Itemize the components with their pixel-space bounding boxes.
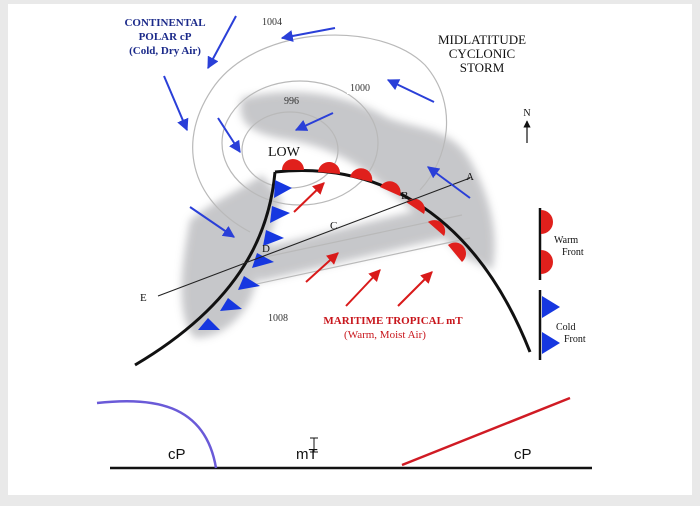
wind-arrow [345, 269, 381, 307]
cross-section-mt: mT [296, 446, 318, 463]
wind-arrow [386, 79, 435, 103]
warm-front-semicircle [318, 161, 341, 174]
wind-arrow [189, 206, 235, 238]
legend-warm-label-line1: Warm [554, 235, 578, 246]
wind-arrow [163, 75, 189, 132]
wind-arrow [207, 15, 237, 70]
legend-cold-front: Cold Front [538, 290, 586, 360]
wind-arrow [217, 117, 241, 154]
warm-front-semicircle [380, 181, 401, 196]
wind-arrow [397, 271, 433, 307]
point-b-label: B [401, 190, 408, 202]
legend-warm-front-semicircle [541, 250, 553, 274]
north-arrow: N [523, 108, 531, 143]
cold-front-triangle [198, 318, 220, 330]
isobar-label-1008: 1008 [268, 313, 288, 324]
text-cursor-icon [310, 437, 318, 453]
wind-arrows-cold [163, 15, 471, 238]
legend-cold-label-line2: Front [564, 334, 586, 345]
wind-arrow [427, 166, 471, 199]
cloud-band [181, 91, 495, 338]
legend-cold-front-triangle [542, 296, 560, 318]
cold-front-triangle [263, 230, 284, 246]
warm-front-semicircle [448, 242, 466, 262]
cold-front-triangle [220, 298, 242, 311]
isobar-label-1000: 1000 [350, 83, 370, 94]
cross-section-profile: cP mT cP [96, 396, 592, 470]
warm-front-semicircle [406, 198, 425, 214]
cold-front-triangle [270, 206, 290, 223]
cross-section-cp-left: cP [168, 446, 186, 463]
cp-label-line3: (Cold, Dry Air) [129, 45, 201, 57]
warm-front-semicircle [282, 159, 304, 170]
cold-front-line [134, 171, 277, 367]
isobar-1008-b [237, 237, 471, 289]
cold-front-triangle [274, 180, 292, 198]
warm-front-symbols [282, 159, 466, 262]
mt-label-line1: MARITIME TROPICAL mT [323, 315, 463, 327]
cross-section-cold-front [96, 399, 218, 469]
point-a-label: A [466, 171, 474, 183]
isobar-1008-a [241, 214, 463, 263]
title-line3: STORM [460, 60, 505, 75]
legend-warm-front: Warm Front [538, 208, 584, 280]
wind-arrow [294, 112, 334, 131]
cold-front-triangle [252, 253, 274, 268]
legend-cold-front-triangle [542, 332, 560, 354]
legend-warm-front-semicircle [541, 210, 553, 234]
legend-warm-label-line2: Front [562, 247, 584, 258]
cp-label-line1: CONTINENTAL [124, 17, 205, 29]
point-e-label: E [140, 292, 147, 304]
isobar-label-1004: 1004 [262, 17, 282, 28]
point-c-label: C [330, 220, 337, 232]
cross-section-warm-front [401, 396, 571, 467]
wind-arrows-warm [293, 182, 433, 307]
cp-label-line2: POLAR cP [139, 31, 192, 43]
point-d-label: D [262, 243, 270, 255]
cross-section-cp-right: cP [514, 446, 532, 463]
wind-arrow [293, 182, 325, 213]
isobar-1004 [192, 34, 448, 233]
warm-front-semicircle [428, 220, 446, 236]
warm-front-semicircle [350, 168, 373, 182]
mt-label-line2: (Warm, Moist Air) [344, 329, 426, 341]
title-line2: CYCLONIC [449, 46, 515, 61]
wind-arrow [305, 252, 339, 283]
low-pressure-label: LOW [268, 145, 301, 160]
wind-arrow [280, 27, 336, 42]
legend-cold-label-line1: Cold [556, 322, 575, 333]
cold-front-triangle [238, 276, 260, 290]
cold-front-symbols [198, 180, 292, 330]
title-line1: MIDLATITUDE [438, 32, 526, 47]
cross-section-line [157, 177, 471, 297]
north-label: N [523, 108, 530, 119]
isobar-label-996: 996 [284, 96, 299, 107]
